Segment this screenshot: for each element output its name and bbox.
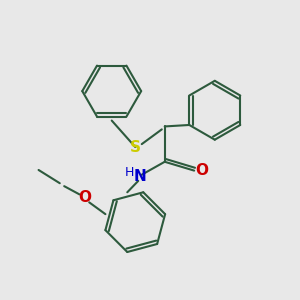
Text: N: N <box>133 169 146 184</box>
Text: H: H <box>125 166 134 178</box>
Text: O: O <box>195 163 208 178</box>
Text: S: S <box>130 140 141 154</box>
Text: O: O <box>78 190 91 206</box>
